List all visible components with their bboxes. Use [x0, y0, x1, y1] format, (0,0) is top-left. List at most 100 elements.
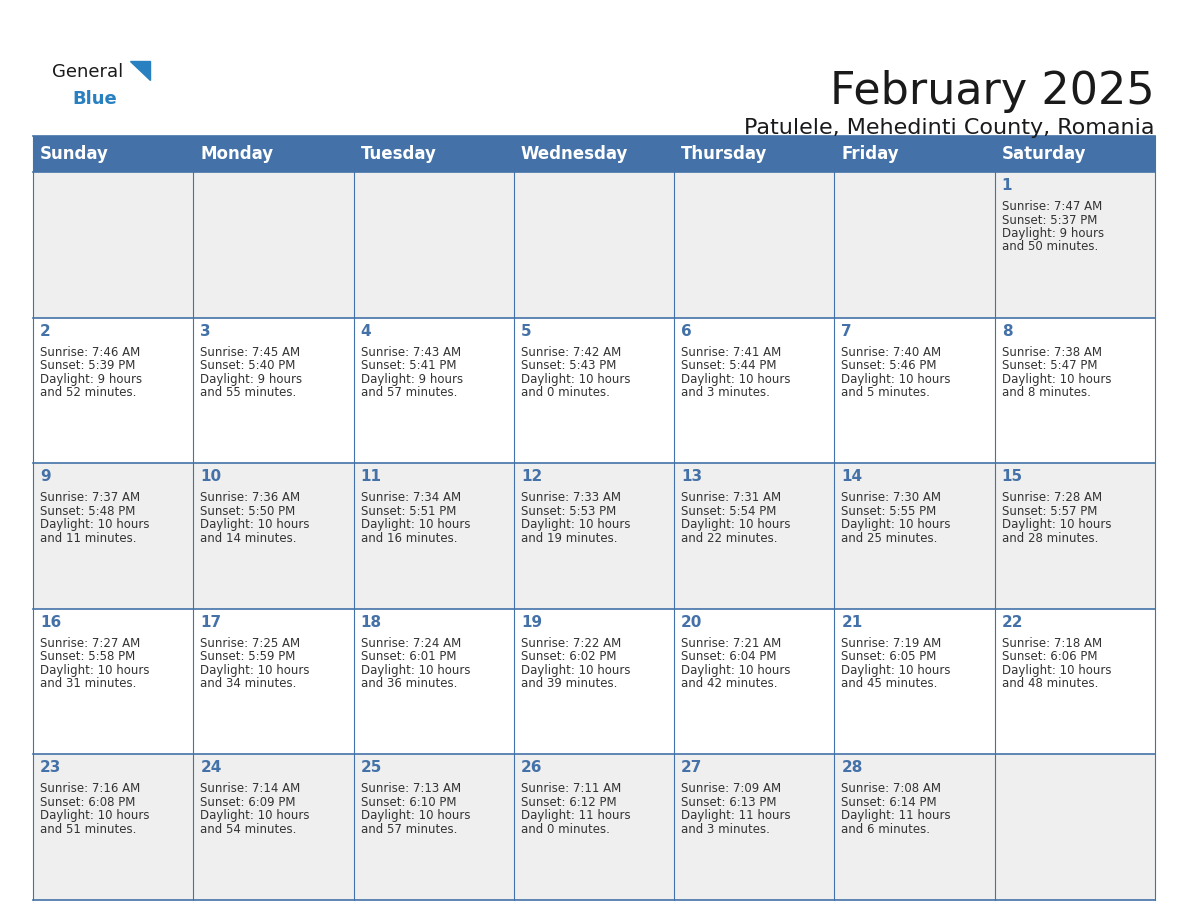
Text: Sunrise: 7:30 AM: Sunrise: 7:30 AM [841, 491, 941, 504]
Text: 16: 16 [40, 615, 62, 630]
Text: and 19 minutes.: and 19 minutes. [520, 532, 618, 544]
Text: Sunrise: 7:33 AM: Sunrise: 7:33 AM [520, 491, 621, 504]
Text: Daylight: 10 hours: Daylight: 10 hours [841, 518, 950, 532]
Text: 18: 18 [361, 615, 381, 630]
Text: and 28 minutes.: and 28 minutes. [1001, 532, 1098, 544]
Text: Daylight: 9 hours: Daylight: 9 hours [361, 373, 462, 386]
Text: Daylight: 10 hours: Daylight: 10 hours [40, 664, 150, 677]
Text: Sunset: 5:59 PM: Sunset: 5:59 PM [201, 650, 296, 664]
Text: Sunset: 5:39 PM: Sunset: 5:39 PM [40, 359, 135, 372]
Text: Sunrise: 7:19 AM: Sunrise: 7:19 AM [841, 637, 942, 650]
Text: Daylight: 10 hours: Daylight: 10 hours [841, 373, 950, 386]
Text: Sunset: 6:05 PM: Sunset: 6:05 PM [841, 650, 937, 664]
Text: and 22 minutes.: and 22 minutes. [681, 532, 778, 544]
Text: and 55 minutes.: and 55 minutes. [201, 386, 297, 399]
Text: Sunrise: 7:24 AM: Sunrise: 7:24 AM [361, 637, 461, 650]
Text: Thursday: Thursday [681, 145, 767, 163]
Text: and 39 minutes.: and 39 minutes. [520, 677, 618, 690]
Text: Sunset: 6:10 PM: Sunset: 6:10 PM [361, 796, 456, 809]
Text: Sunrise: 7:22 AM: Sunrise: 7:22 AM [520, 637, 621, 650]
Text: 17: 17 [201, 615, 221, 630]
Text: 5: 5 [520, 324, 531, 339]
Text: Monday: Monday [201, 145, 273, 163]
Text: Sunset: 5:53 PM: Sunset: 5:53 PM [520, 505, 617, 518]
Text: Sunset: 5:43 PM: Sunset: 5:43 PM [520, 359, 617, 372]
Text: and 52 minutes.: and 52 minutes. [40, 386, 137, 399]
Text: and 3 minutes.: and 3 minutes. [681, 386, 770, 399]
Text: and 11 minutes.: and 11 minutes. [40, 532, 137, 544]
Text: Sunrise: 7:11 AM: Sunrise: 7:11 AM [520, 782, 621, 795]
Text: 7: 7 [841, 324, 852, 339]
Text: Sunrise: 7:45 AM: Sunrise: 7:45 AM [201, 345, 301, 359]
Text: Daylight: 11 hours: Daylight: 11 hours [681, 810, 791, 823]
Text: Sunrise: 7:46 AM: Sunrise: 7:46 AM [40, 345, 140, 359]
Text: and 57 minutes.: and 57 minutes. [361, 386, 457, 399]
Text: 28: 28 [841, 760, 862, 776]
Text: 12: 12 [520, 469, 542, 484]
Text: and 0 minutes.: and 0 minutes. [520, 823, 609, 836]
Text: 23: 23 [40, 760, 62, 776]
Text: 21: 21 [841, 615, 862, 630]
Text: Daylight: 10 hours: Daylight: 10 hours [40, 518, 150, 532]
Text: Sunrise: 7:18 AM: Sunrise: 7:18 AM [1001, 637, 1101, 650]
Text: and 3 minutes.: and 3 minutes. [681, 823, 770, 836]
Text: Sunset: 6:13 PM: Sunset: 6:13 PM [681, 796, 777, 809]
Text: Daylight: 10 hours: Daylight: 10 hours [201, 664, 310, 677]
Text: Daylight: 10 hours: Daylight: 10 hours [681, 518, 791, 532]
Bar [33, 755, 1155, 900]
Bar [33, 318, 1155, 464]
Text: General: General [52, 63, 124, 81]
Text: Sunrise: 7:47 AM: Sunrise: 7:47 AM [1001, 200, 1102, 213]
Text: and 5 minutes.: and 5 minutes. [841, 386, 930, 399]
Text: Sunset: 5:47 PM: Sunset: 5:47 PM [1001, 359, 1098, 372]
Text: Sunset: 5:58 PM: Sunset: 5:58 PM [40, 650, 135, 664]
Text: Daylight: 10 hours: Daylight: 10 hours [1001, 664, 1111, 677]
Text: Sunset: 5:44 PM: Sunset: 5:44 PM [681, 359, 777, 372]
Text: Sunset: 6:02 PM: Sunset: 6:02 PM [520, 650, 617, 664]
Text: Saturday: Saturday [1001, 145, 1086, 163]
Text: Sunrise: 7:38 AM: Sunrise: 7:38 AM [1001, 345, 1101, 359]
Text: Sunset: 5:48 PM: Sunset: 5:48 PM [40, 505, 135, 518]
Text: Sunrise: 7:25 AM: Sunrise: 7:25 AM [201, 637, 301, 650]
Text: Sunrise: 7:37 AM: Sunrise: 7:37 AM [40, 491, 140, 504]
Text: Sunset: 5:51 PM: Sunset: 5:51 PM [361, 505, 456, 518]
Text: and 14 minutes.: and 14 minutes. [201, 532, 297, 544]
Text: and 8 minutes.: and 8 minutes. [1001, 386, 1091, 399]
Text: Daylight: 11 hours: Daylight: 11 hours [520, 810, 631, 823]
Text: and 25 minutes.: and 25 minutes. [841, 532, 937, 544]
Text: 4: 4 [361, 324, 371, 339]
Text: 2: 2 [40, 324, 51, 339]
Text: Daylight: 10 hours: Daylight: 10 hours [681, 373, 791, 386]
Text: 1: 1 [1001, 178, 1012, 193]
Text: Sunrise: 7:34 AM: Sunrise: 7:34 AM [361, 491, 461, 504]
Text: Sunrise: 7:28 AM: Sunrise: 7:28 AM [1001, 491, 1101, 504]
Text: Daylight: 9 hours: Daylight: 9 hours [1001, 227, 1104, 240]
Text: Sunrise: 7:16 AM: Sunrise: 7:16 AM [40, 782, 140, 795]
Text: Sunset: 5:55 PM: Sunset: 5:55 PM [841, 505, 936, 518]
Text: Sunset: 6:06 PM: Sunset: 6:06 PM [1001, 650, 1098, 664]
Text: Daylight: 10 hours: Daylight: 10 hours [1001, 373, 1111, 386]
Text: Sunset: 5:40 PM: Sunset: 5:40 PM [201, 359, 296, 372]
Text: Sunrise: 7:08 AM: Sunrise: 7:08 AM [841, 782, 941, 795]
Text: Sunrise: 7:40 AM: Sunrise: 7:40 AM [841, 345, 942, 359]
Text: and 45 minutes.: and 45 minutes. [841, 677, 937, 690]
Text: Tuesday: Tuesday [361, 145, 436, 163]
Text: Sunset: 5:54 PM: Sunset: 5:54 PM [681, 505, 777, 518]
Text: Sunrise: 7:09 AM: Sunrise: 7:09 AM [681, 782, 782, 795]
Text: 27: 27 [681, 760, 702, 776]
Text: Sunrise: 7:36 AM: Sunrise: 7:36 AM [201, 491, 301, 504]
Text: Sunset: 6:04 PM: Sunset: 6:04 PM [681, 650, 777, 664]
Text: Wednesday: Wednesday [520, 145, 628, 163]
Text: 10: 10 [201, 469, 221, 484]
Text: Sunrise: 7:43 AM: Sunrise: 7:43 AM [361, 345, 461, 359]
Text: 9: 9 [40, 469, 51, 484]
Text: Sunrise: 7:42 AM: Sunrise: 7:42 AM [520, 345, 621, 359]
Text: 14: 14 [841, 469, 862, 484]
Text: Daylight: 9 hours: Daylight: 9 hours [201, 373, 303, 386]
Text: and 31 minutes.: and 31 minutes. [40, 677, 137, 690]
Text: 20: 20 [681, 615, 702, 630]
Text: 15: 15 [1001, 469, 1023, 484]
Text: Sunday: Sunday [40, 145, 109, 163]
Text: and 57 minutes.: and 57 minutes. [361, 823, 457, 836]
Text: 22: 22 [1001, 615, 1023, 630]
